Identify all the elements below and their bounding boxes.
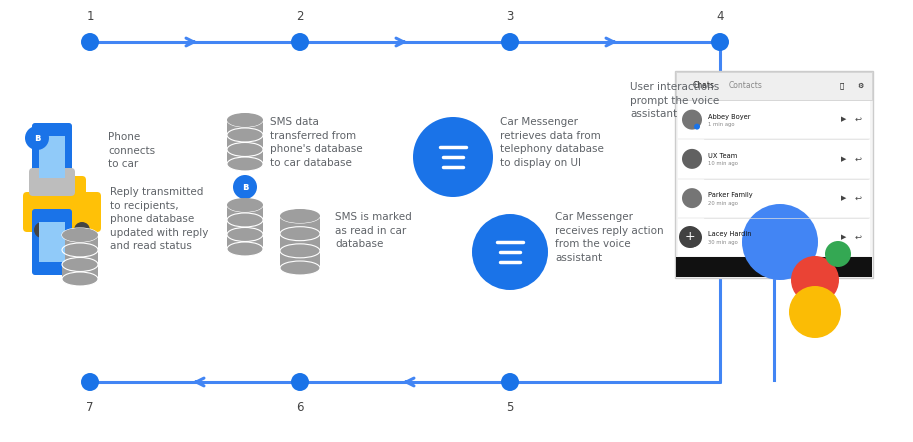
- Circle shape: [825, 241, 851, 267]
- Ellipse shape: [280, 209, 320, 223]
- FancyBboxPatch shape: [32, 209, 72, 275]
- Text: Lacey Hardin: Lacey Hardin: [708, 231, 751, 237]
- Text: 30 min ago: 30 min ago: [708, 240, 738, 245]
- Circle shape: [413, 117, 493, 197]
- Text: Car Messenger
retrieves data from
telephony database
to display on UI: Car Messenger retrieves data from teleph…: [500, 117, 603, 168]
- Bar: [676, 257, 872, 277]
- Text: 1 min ago: 1 min ago: [708, 122, 734, 127]
- FancyBboxPatch shape: [23, 192, 101, 232]
- Circle shape: [291, 33, 309, 51]
- Ellipse shape: [227, 113, 263, 127]
- Text: ↩: ↩: [855, 194, 862, 202]
- Ellipse shape: [227, 113, 263, 127]
- FancyBboxPatch shape: [38, 176, 86, 204]
- Text: ʙ: ʙ: [242, 182, 248, 192]
- Ellipse shape: [280, 209, 320, 223]
- Ellipse shape: [227, 157, 263, 171]
- Text: Chats: Chats: [693, 81, 715, 91]
- Circle shape: [694, 124, 700, 130]
- Circle shape: [233, 175, 257, 199]
- Circle shape: [682, 188, 702, 208]
- Text: Parker Family: Parker Family: [708, 192, 752, 198]
- Text: 10 min ago: 10 min ago: [708, 161, 738, 166]
- Text: 3: 3: [507, 10, 514, 23]
- Ellipse shape: [62, 228, 98, 242]
- Text: ⚙: ⚙: [857, 83, 863, 89]
- Bar: [678, 101, 870, 138]
- Circle shape: [74, 222, 90, 238]
- Circle shape: [291, 373, 309, 391]
- Circle shape: [679, 226, 701, 248]
- Text: 4: 4: [717, 10, 724, 23]
- Text: SMS is marked
as read in car
database: SMS is marked as read in car database: [335, 212, 412, 249]
- Text: User interactions
prompt the voice
assistant: User interactions prompt the voice assis…: [630, 82, 719, 119]
- Circle shape: [742, 204, 818, 280]
- Text: ↩: ↩: [855, 115, 862, 124]
- Text: ↩: ↩: [855, 233, 862, 242]
- Text: 2: 2: [296, 10, 304, 23]
- FancyBboxPatch shape: [32, 123, 72, 191]
- Text: SMS data
transferred from
phone's database
to car database: SMS data transferred from phone's databa…: [270, 117, 362, 168]
- Bar: [678, 179, 870, 217]
- Text: 6: 6: [296, 401, 304, 414]
- Ellipse shape: [62, 228, 98, 242]
- Text: ▶: ▶: [841, 234, 846, 240]
- Text: 20 min ago: 20 min ago: [708, 201, 738, 206]
- Ellipse shape: [280, 261, 320, 275]
- Bar: [227, 205, 263, 249]
- Circle shape: [791, 256, 839, 304]
- Text: 5: 5: [507, 401, 514, 414]
- Bar: [39, 136, 65, 178]
- Circle shape: [25, 126, 49, 150]
- Circle shape: [682, 110, 702, 130]
- Text: Car Messenger
receives reply action
from the voice
assistant: Car Messenger receives reply action from…: [555, 212, 664, 263]
- Circle shape: [682, 227, 702, 248]
- Circle shape: [501, 373, 519, 391]
- Circle shape: [501, 33, 519, 51]
- Text: Contacts: Contacts: [729, 81, 763, 91]
- Text: Phone
connects
to car: Phone connects to car: [108, 132, 155, 169]
- Circle shape: [81, 33, 99, 51]
- Bar: [62, 235, 98, 279]
- Bar: [676, 72, 872, 100]
- Bar: [678, 219, 870, 256]
- Circle shape: [711, 33, 729, 51]
- Text: ↩: ↩: [855, 154, 862, 164]
- Circle shape: [34, 222, 50, 238]
- FancyBboxPatch shape: [29, 168, 75, 196]
- Circle shape: [789, 286, 841, 338]
- Bar: [678, 140, 870, 178]
- Circle shape: [81, 373, 99, 391]
- Ellipse shape: [227, 198, 263, 212]
- Text: ▶: ▶: [841, 156, 846, 162]
- Text: ▶: ▶: [841, 195, 846, 201]
- Bar: [280, 216, 320, 268]
- Circle shape: [682, 149, 702, 169]
- Bar: [227, 120, 263, 164]
- Ellipse shape: [227, 198, 263, 212]
- Circle shape: [472, 214, 548, 290]
- Ellipse shape: [62, 272, 98, 286]
- Bar: [39, 222, 65, 262]
- Text: ▶: ▶: [841, 117, 846, 122]
- Text: +: +: [685, 230, 696, 244]
- Text: Reply transmitted
to recipients,
phone database
updated with reply
and read stat: Reply transmitted to recipients, phone d…: [110, 187, 208, 251]
- Text: ʙ: ʙ: [34, 133, 40, 143]
- Text: UX Team: UX Team: [708, 153, 738, 159]
- Text: 🔍: 🔍: [840, 83, 845, 89]
- FancyBboxPatch shape: [675, 71, 873, 278]
- Text: 7: 7: [86, 401, 94, 414]
- Ellipse shape: [227, 242, 263, 256]
- Text: Abbey Boyer: Abbey Boyer: [708, 114, 750, 120]
- Text: 1: 1: [86, 10, 94, 23]
